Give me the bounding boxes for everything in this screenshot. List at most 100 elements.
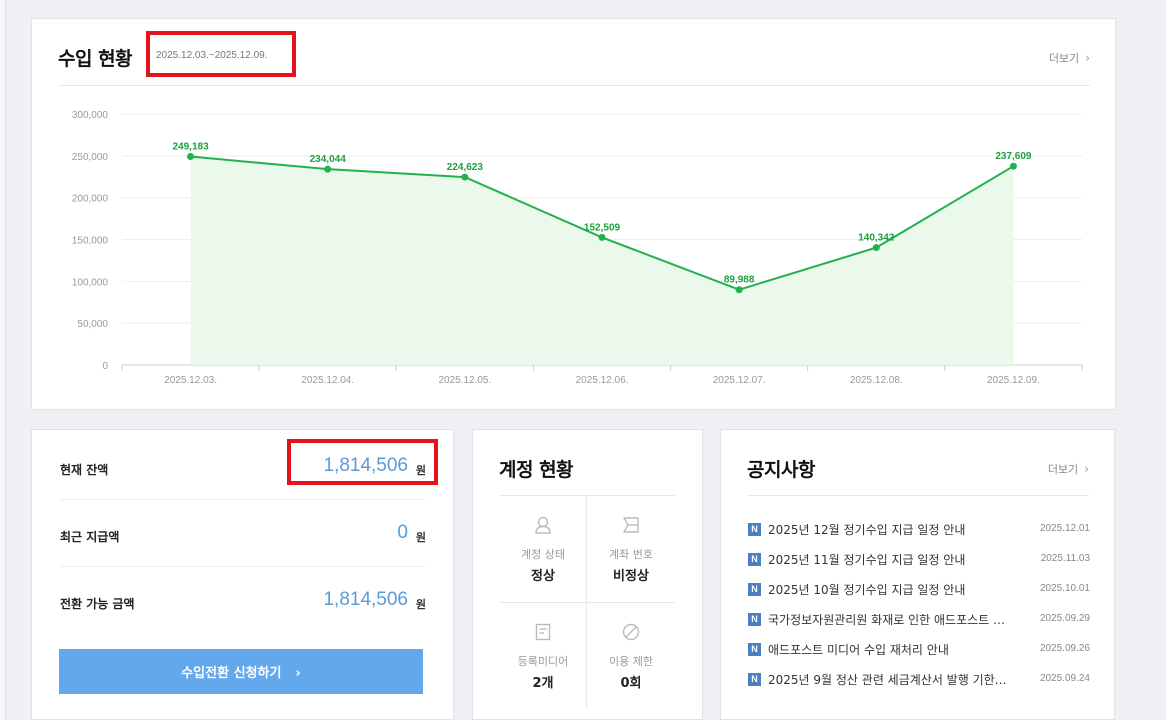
y-tick-label: 0 (102, 361, 108, 372)
notice-item-date: 2025.09.24 (1039, 673, 1090, 684)
highlight-box-date-range (146, 31, 296, 77)
cell-value: 0회 (620, 676, 642, 691)
notice-item-date: 2025.09.29 (1039, 613, 1090, 624)
y-tick-label: 250,000 (72, 152, 109, 163)
balance-label: 최근 지급액 (60, 530, 120, 544)
balance-row-current: 현재 잔액 1,814,506 원 (60, 433, 426, 500)
document-icon (535, 623, 551, 641)
data-point (735, 286, 743, 294)
income-conversion-request-button[interactable]: 수입전환 신청하기 › (59, 649, 423, 694)
notice-item[interactable]: N 애드포스트 미디어 수입 재처리 안내 2025.09.26 (748, 641, 1090, 659)
notice-item-date: 2025.12.01 (1039, 523, 1090, 534)
new-badge-icon: N (748, 613, 761, 626)
currency-unit: 원 (415, 464, 426, 477)
notice-item-title: 애드포스트 미디어 수입 재처리 안내 (768, 643, 949, 657)
x-tick-label: 2025.12.09. (987, 375, 1040, 386)
data-point (187, 153, 195, 161)
data-label: 224,623 (447, 162, 484, 173)
series-area (190, 156, 1014, 365)
header-divider (747, 495, 1089, 496)
account-cell-status: 계정 상태 정상 (499, 497, 587, 603)
x-tick-label: 2025.12.07. (713, 375, 766, 386)
highlight-box-current-balance (287, 439, 438, 485)
x-tick-label: 2025.12.03. (164, 375, 217, 386)
balance-amount: 0 (397, 522, 408, 543)
new-badge-icon: N (748, 583, 761, 596)
balance-amount: 1,814,506 (323, 455, 408, 476)
data-label: 234,044 (310, 154, 347, 165)
account-title: 계정 현황 (499, 459, 574, 481)
income-status-card: 수입 현황 더보기 › 0 50,000 100,000 150,000 200,000 2… (31, 18, 1116, 410)
y-tick-label: 200,000 (72, 194, 109, 205)
notice-card: 공지사항 더보기 › N 2025년 12월 정기수입 지급 일정 안내 2025… (720, 429, 1115, 720)
data-label: 249,183 (172, 142, 209, 153)
cell-label: 이용 제한 (609, 655, 653, 668)
notice-item-title: 2025년 11월 정기수입 지급 일정 안내 (768, 553, 966, 567)
balance-row-recent-payment: 최근 지급액 0 원 (60, 500, 426, 567)
data-point (461, 173, 469, 181)
account-status-card: 계정 현황 계정 상태 정상 계좌 번호 비정상 등록미디어 2개 이용 제한 … (472, 429, 703, 720)
cell-value: 2개 (532, 676, 554, 691)
income-chart: 0 50,000 100,000 150,000 200,000 250,000 300,0… (72, 110, 1083, 386)
person-icon (535, 516, 551, 534)
cell-label: 계정 상태 (521, 548, 565, 561)
notice-item[interactable]: N 2025년 9월 정산 관련 세금계산서 발행 기한 안내 2025.09.… (748, 671, 1090, 689)
more-label: 더보기 (1048, 52, 1080, 65)
new-badge-icon: N (748, 523, 761, 536)
balance-row-convertible: 전환 가능 금액 1,814,506 원 (60, 567, 426, 634)
balance-card: 현재 잔액 1,814,506 원 최근 지급액 0 원 전환 가능 금액 1,… (31, 429, 454, 720)
data-point (324, 165, 332, 173)
y-tick-label: 150,000 (72, 236, 109, 247)
data-point (1009, 162, 1017, 170)
balance-label: 전환 가능 금액 (60, 597, 135, 611)
currency-unit: 원 (415, 531, 426, 544)
prohibited-icon (622, 623, 640, 641)
account-cell-usage-restriction: 이용 제한 0회 (587, 604, 675, 710)
data-point (598, 233, 606, 241)
notice-title: 공지사항 (747, 459, 815, 481)
x-tick-label: 2025.12.04. (301, 375, 354, 386)
new-badge-icon: N (748, 553, 761, 566)
x-tick-label: 2025.12.08. (850, 375, 903, 386)
chevron-right-icon: › (1084, 462, 1089, 476)
cell-value: 정상 (531, 569, 555, 584)
card-icon (623, 517, 639, 533)
balance-amount: 1,814,506 (323, 589, 408, 610)
income-title: 수입 현황 (58, 48, 133, 70)
y-tick-label: 300,000 (72, 110, 109, 121)
notice-item[interactable]: N 2025년 12월 정기수입 지급 일정 안내 2025.12.01 (748, 521, 1090, 539)
notice-item-date: 2025.10.01 (1039, 583, 1090, 594)
notice-item-date: 2025.11.03 (1040, 553, 1090, 564)
account-cell-bank-account: 계좌 번호 비정상 (587, 497, 675, 603)
x-tick-label: 2025.12.06. (576, 375, 629, 386)
notice-item[interactable]: N 2025년 11월 정기수입 지급 일정 안내 2025.11.03 (748, 551, 1090, 569)
new-badge-icon: N (748, 673, 761, 686)
currency-unit: 원 (415, 598, 426, 611)
cell-value: 비정상 (613, 569, 649, 584)
y-tick-label: 50,000 (77, 319, 108, 330)
button-label: 수입전환 신청하기 (181, 666, 282, 681)
data-label: 89,988 (724, 275, 755, 286)
notice-item-title: 2025년 9월 정산 관련 세금계산서 발행 기한 안내 (768, 673, 1008, 687)
account-cell-registered-media: 등록미디어 2개 (499, 604, 587, 710)
more-label: 더보기 (1047, 463, 1079, 476)
date-range: 2025.12.03.~2025.12.09. (156, 50, 268, 61)
header-divider (499, 495, 675, 496)
notice-more-link[interactable]: 더보기 › (1048, 461, 1089, 477)
cell-label: 계좌 번호 (609, 548, 653, 561)
notice-item[interactable]: N 국가정보자원관리원 화재로 인한 애드포스트 서비스 장애 안내 2025.… (748, 611, 1090, 629)
left-edge-strip (0, 0, 6, 720)
notice-item-title: 2025년 12월 정기수입 지급 일정 안내 (768, 523, 966, 537)
balance-label: 현재 잔액 (60, 463, 109, 477)
chevron-right-icon: › (295, 666, 301, 681)
notice-item-title: 2025년 10월 정기수입 지급 일정 안내 (768, 583, 966, 597)
header-divider (58, 85, 1090, 86)
grid-divider-horizontal (499, 602, 675, 603)
data-point (872, 244, 880, 252)
chevron-right-icon: › (1085, 51, 1090, 65)
y-tick-label: 100,000 (72, 277, 109, 288)
income-more-link[interactable]: 더보기 › (1049, 50, 1090, 66)
notice-item[interactable]: N 2025년 10월 정기수입 지급 일정 안내 2025.10.01 (748, 581, 1090, 599)
x-tick-label: 2025.12.05. (438, 375, 491, 386)
cell-label: 등록미디어 (517, 655, 569, 668)
